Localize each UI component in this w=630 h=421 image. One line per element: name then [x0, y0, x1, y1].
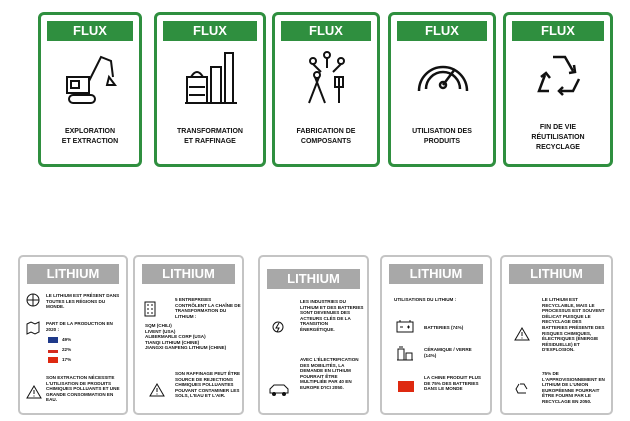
card-header: FLUX — [163, 21, 257, 41]
share: 49% — [62, 337, 71, 343]
company-list: SQM (CHILI) LIVENT (USA) ALBERMARLE CORP… — [145, 323, 243, 351]
use: BATTERIES (74%) — [424, 325, 463, 331]
share: 22% — [62, 347, 71, 353]
company: JIANGXI GANFENG LITHIUM (CHINE) — [145, 345, 243, 351]
card-header: LITHIUM — [27, 264, 119, 284]
card-header: LITHIUM — [509, 264, 604, 284]
card-header: FLUX — [397, 21, 487, 41]
lithium-card: LITHIUM UTILISATIONS DU LITHIUM : BATTER… — [380, 255, 492, 415]
lithium-card: LITHIUM 5 ENTREPRISES CONTRÔLENT LA CHAÎ… — [133, 255, 244, 415]
globe-icon — [26, 293, 40, 307]
text: LE LITHIUM EST PRÉSENT DANS TOUTES LES R… — [46, 293, 120, 310]
card-header: LITHIUM — [142, 264, 235, 284]
text: SON EXTRACTION NÉCESSITE L'UTILISATION D… — [46, 375, 122, 403]
card-header: FLUX — [512, 21, 604, 41]
flag-china — [398, 381, 414, 392]
text: PART DE LA PRODUCTION EN 2020 : — [46, 321, 120, 332]
warning-icon — [149, 383, 165, 397]
text: UTILISATIONS DU LITHIUM : — [394, 297, 486, 303]
ceramic-icon — [396, 345, 414, 361]
lithium-card: LITHIUM LE LITHIUM EST RECYCLABLE, MAIS … — [500, 255, 613, 415]
building-icon — [143, 301, 157, 317]
text: AVEC L'ÉLECTRIFICATION DES MOBILITÉS, LA… — [300, 357, 364, 391]
components-icon — [299, 47, 355, 107]
flag-chile — [48, 347, 58, 353]
warning-icon — [514, 327, 530, 341]
lithium-card: LITHIUM LES INDUSTRIES DU LITHIUM ET DES… — [258, 255, 369, 415]
text: 75% DE L'APPROVISIONNEMENT EN LITHIUM DE… — [542, 371, 608, 405]
text: LA CHINE PRODUIT PLUS DE 75% DES BATTERI… — [424, 375, 482, 392]
refinery-icon — [183, 47, 239, 107]
text: LES INDUSTRIES DU LITHIUM ET DES BATTERI… — [300, 299, 364, 333]
flag-china — [48, 357, 58, 363]
card-header: LITHIUM — [389, 264, 483, 284]
text: 5 ENTREPRISES CONTRÔLENT LA CHAÎNE DE TR… — [175, 297, 241, 319]
text: LE LITHIUM EST RECYCLABLE, MAIS LE PROCE… — [542, 297, 608, 353]
card-header: LITHIUM — [267, 269, 360, 289]
text: SON RAFFINAGE PEUT ÊTRE SOURCE DE REJECT… — [175, 371, 241, 399]
use: CÉRAMIQUE / VERRE (14%) — [424, 347, 484, 358]
recycle-icon — [514, 381, 530, 397]
page: {"flux_cards":[ {"header":"FLUX","label"… — [0, 0, 630, 421]
excavator-icon — [63, 47, 119, 107]
energy-icon — [270, 319, 286, 335]
share: 17% — [62, 357, 71, 363]
car-icon — [268, 383, 290, 397]
gauge-icon — [415, 47, 471, 107]
card-header: FLUX — [47, 21, 133, 41]
warning-icon — [26, 385, 42, 399]
battery-icon — [396, 319, 414, 333]
map-icon — [26, 321, 40, 335]
recycle-icon — [531, 47, 587, 107]
flag-australia — [48, 337, 58, 343]
lithium-card: LITHIUM LE LITHIUM EST PRÉSENT DANS TOUT… — [18, 255, 128, 415]
card-header: FLUX — [281, 21, 371, 41]
